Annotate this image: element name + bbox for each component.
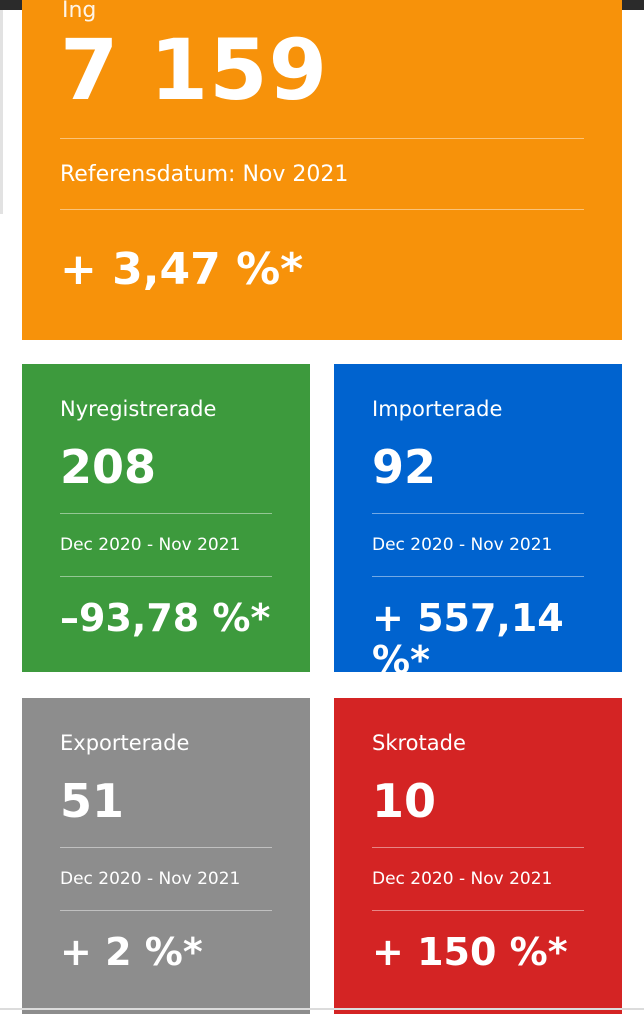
card-change: + 2 %*: [60, 930, 203, 974]
divider: [60, 513, 272, 514]
divider: [372, 847, 584, 848]
total-stat-card: Ing 7 159 Referensdatum: Nov 2021 + 3,47…: [22, 0, 622, 340]
card-label: Importerade: [372, 397, 503, 421]
card-date: Dec 2020 - Nov 2021: [372, 869, 553, 889]
divider: [60, 847, 272, 848]
total-stat-value: 7 159: [60, 21, 329, 119]
divider: [372, 576, 584, 577]
card-value: 92: [372, 440, 437, 494]
total-stat-label: Ing: [62, 0, 97, 23]
exported-card: Exporterade 51 Dec 2020 - Nov 2021 + 2 %…: [22, 698, 310, 1014]
total-stat-change: + 3,47 %*: [60, 244, 304, 295]
card-value: 208: [60, 440, 157, 494]
divider: [60, 910, 272, 911]
card-label: Skrotade: [372, 731, 466, 755]
scrapped-card: Skrotade 10 Dec 2020 - Nov 2021 + 150 %*: [334, 698, 622, 1014]
divider: [60, 209, 584, 210]
imported-card: Importerade 92 Dec 2020 - Nov 2021 + 557…: [334, 364, 622, 681]
card-change: + 557,14 %*: [372, 596, 564, 682]
divider: [60, 576, 272, 577]
side-panel-edge: [0, 10, 3, 214]
card-label: Nyregistrerade: [60, 397, 217, 421]
card-date: Dec 2020 - Nov 2021: [60, 869, 241, 889]
card-value: 10: [372, 774, 437, 828]
card-change: + 150 %*: [372, 930, 568, 974]
card-label: Exporterade: [60, 731, 190, 755]
card-change: –93,78 %*: [60, 596, 271, 640]
page-bottom-divider: [0, 1008, 644, 1010]
card-date: Dec 2020 - Nov 2021: [60, 535, 241, 555]
divider: [60, 138, 584, 139]
divider: [372, 910, 584, 911]
card-date: Dec 2020 - Nov 2021: [372, 535, 553, 555]
card-value: 51: [60, 774, 125, 828]
total-stat-date: Referensdatum: Nov 2021: [60, 162, 349, 187]
new-registrations-card: Nyregistrerade 208 Dec 2020 - Nov 2021 –…: [22, 364, 310, 672]
divider: [372, 513, 584, 514]
